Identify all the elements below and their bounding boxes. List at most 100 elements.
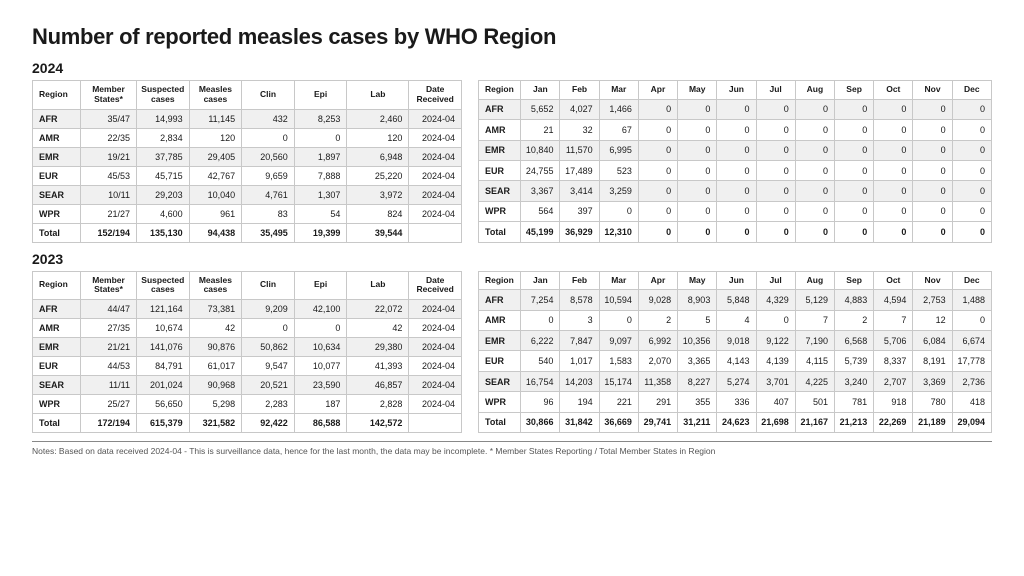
table-cell: AFR (479, 290, 521, 310)
monthly-table-2023-header: May (678, 271, 717, 290)
table-cell: 11,570 (560, 140, 599, 160)
table-cell: 5,129 (795, 290, 834, 310)
table-cell: 7,190 (795, 331, 834, 351)
table-cell: 14,993 (137, 109, 190, 128)
table-cell: 8,903 (678, 290, 717, 310)
table-cell: 35/47 (81, 109, 137, 128)
table-cell: 11,358 (638, 371, 677, 391)
table-cell: 0 (678, 99, 717, 119)
table-cell: 10,840 (521, 140, 560, 160)
table-cell: 21/21 (81, 338, 137, 357)
table-cell: 0 (795, 140, 834, 160)
table-cell: 0 (874, 99, 913, 119)
table-cell: 0 (678, 160, 717, 180)
table-cell: 3,972 (347, 185, 409, 204)
table-cell: 0 (678, 201, 717, 221)
table-cell: 3,259 (599, 181, 638, 201)
table-cell: 2,707 (874, 371, 913, 391)
table-cell: WPR (33, 395, 81, 414)
table-row: EUR24,75517,489523000000000 (479, 160, 992, 180)
table-cell: 3,369 (913, 371, 952, 391)
table-cell: 2,736 (952, 371, 991, 391)
table-row: Total30,86631,84236,66929,74131,21124,62… (479, 412, 992, 432)
table-row: EUR5401,0171,5832,0703,3654,1434,1394,11… (479, 351, 992, 371)
table-cell: 6,995 (599, 140, 638, 160)
summary-table-2023: RegionMemberStates*SuspectedcasesMeasles… (32, 271, 462, 434)
monthly-table-2023-header: Region (479, 271, 521, 290)
monthly-table-2023-header: Aug (795, 271, 834, 290)
table-cell: 0 (756, 140, 795, 160)
summary-table-2023-header: DateReceived (409, 271, 462, 300)
table-cell: 0 (678, 181, 717, 201)
table-cell: 0 (874, 140, 913, 160)
table-cell: 8,337 (874, 351, 913, 371)
table-cell: 96 (521, 392, 560, 412)
table-cell: 0 (834, 99, 873, 119)
table-cell: 27/35 (81, 319, 137, 338)
table-cell: 4,594 (874, 290, 913, 310)
table-cell: 19,399 (294, 223, 347, 242)
table-cell: 7,254 (521, 290, 560, 310)
table-cell: 29,094 (952, 412, 991, 432)
table-cell: 22,072 (347, 300, 409, 319)
summary-table-2024-header: Lab (347, 81, 409, 110)
table-cell: 83 (242, 204, 295, 223)
table-row: EUR44/5384,79161,0179,54710,07741,393202… (33, 357, 462, 376)
monthly-table-2024-header: Sep (834, 81, 873, 100)
summary-table-2023-header: Epi (294, 271, 347, 300)
table-cell: 0 (913, 181, 952, 201)
table-cell: 7 (874, 310, 913, 330)
table-cell: 0 (242, 128, 295, 147)
table-cell: 291 (638, 392, 677, 412)
table-cell: 8,253 (294, 109, 347, 128)
table-cell: 0 (756, 120, 795, 140)
table-cell: 781 (834, 392, 873, 412)
table-cell: 46,857 (347, 376, 409, 395)
table-cell: 56,650 (137, 395, 190, 414)
table-cell: 2024-04 (409, 395, 462, 414)
table-cell: 0 (638, 201, 677, 221)
table-cell: 2,283 (242, 395, 295, 414)
table-cell: 0 (874, 160, 913, 180)
table-cell: 67 (599, 120, 638, 140)
table-cell: 0 (913, 222, 952, 242)
table-cell: 4,139 (756, 351, 795, 371)
table-cell: 0 (294, 128, 347, 147)
table-cell: 2024-04 (409, 300, 462, 319)
monthly-table-2023-header: Jan (521, 271, 560, 290)
table-cell: 201,024 (137, 376, 190, 395)
table-cell: 3,365 (678, 351, 717, 371)
monthly-table-2024-header: Aug (795, 81, 834, 100)
table-cell: 2,070 (638, 351, 677, 371)
table-cell: 2024-04 (409, 166, 462, 185)
table-cell: 42 (347, 319, 409, 338)
table-cell: SEAR (479, 181, 521, 201)
monthly-table-2024: RegionJanFebMarAprMayJunJulAugSepOctNovD… (478, 80, 992, 243)
table-cell: 45,199 (521, 222, 560, 242)
table-cell: 24,755 (521, 160, 560, 180)
table-cell: 7 (795, 310, 834, 330)
table-cell: AMR (479, 120, 521, 140)
table-cell: 90,968 (189, 376, 242, 395)
table-cell: 432 (242, 109, 295, 128)
table-cell: 2,460 (347, 109, 409, 128)
table-row: SEAR11/11201,02490,96820,52123,59046,857… (33, 376, 462, 395)
table-cell: WPR (33, 204, 81, 223)
table-cell: 20,521 (242, 376, 295, 395)
table-cell: 1,017 (560, 351, 599, 371)
table-row: EMR10,84011,5706,995000000000 (479, 140, 992, 160)
table-cell: 0 (913, 201, 952, 221)
table-cell: 29,380 (347, 338, 409, 357)
summary-table-2023-header: MemberStates* (81, 271, 137, 300)
table-cell: 2024-04 (409, 204, 462, 223)
table-cell: 36,929 (560, 222, 599, 242)
table-cell: EMR (33, 147, 81, 166)
table-cell: 29,405 (189, 147, 242, 166)
table-cell: 0 (874, 222, 913, 242)
table-cell: 1,583 (599, 351, 638, 371)
table-cell: EUR (33, 357, 81, 376)
table-cell: 5,298 (189, 395, 242, 414)
table-cell: 37,785 (137, 147, 190, 166)
table-cell: 31,842 (560, 412, 599, 432)
table-cell: 25,220 (347, 166, 409, 185)
